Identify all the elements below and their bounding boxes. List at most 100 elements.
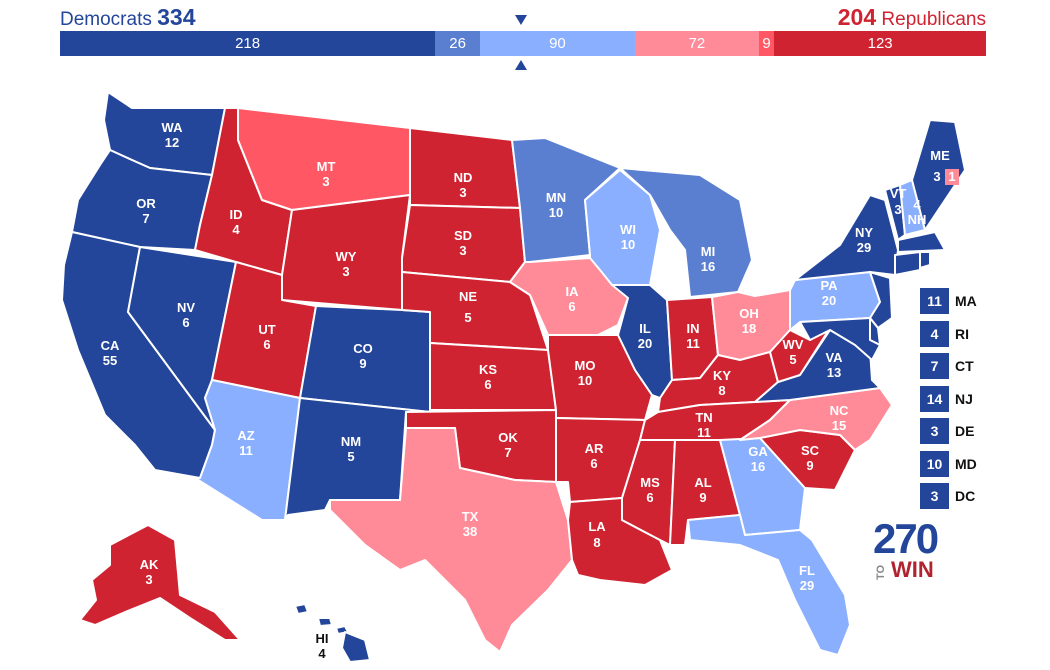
logo-number: 270 (873, 515, 939, 562)
logo-win: WIN (891, 557, 934, 582)
democrats-total: 334 (157, 4, 196, 30)
small-state-name: MD (955, 455, 977, 472)
label-FL-ev: 29 (800, 578, 814, 593)
small-state-ev-box[interactable]: 10 (920, 450, 949, 477)
state-MI[interactable] (619, 167, 753, 298)
small-state-ev-box[interactable]: 3 (920, 418, 949, 444)
label-NV-abbr: NV (177, 300, 195, 315)
label-CA-ev: 55 (103, 353, 117, 368)
label-CO-ev: 9 (359, 356, 366, 371)
state-ME[interactable] (911, 119, 966, 231)
electoral-vote-bar: 218 26 90 72 9 123 (60, 31, 986, 56)
label-NE-ev: 5 (464, 310, 471, 325)
label-NM-abbr: NM (341, 434, 361, 449)
label-MS-ev: 6 (646, 490, 653, 505)
label-ID-ev: 4 (232, 222, 240, 237)
label-WV-ev: 5 (789, 352, 796, 367)
label-LA-ev: 8 (593, 535, 600, 550)
label-GA-ev: 16 (751, 459, 765, 474)
state-MA[interactable] (897, 231, 946, 253)
state-RI[interactable] (919, 251, 931, 269)
state-MO[interactable] (547, 334, 653, 421)
label-ME-ev: 3 (933, 169, 940, 184)
label-WI-ev: 10 (621, 237, 635, 252)
small-state-MD[interactable]: 10 MD (920, 450, 977, 477)
label-TN-abbr: TN (695, 410, 712, 425)
state-HI[interactable] (294, 603, 371, 663)
state-IA[interactable] (509, 257, 629, 336)
label-WY-ev: 3 (342, 264, 349, 279)
label-AZ-ev: 11 (239, 443, 253, 458)
label-MI-ev: 16 (701, 259, 715, 274)
small-state-RI[interactable]: 4 RI (920, 320, 977, 347)
label-KS-abbr: KS (479, 362, 497, 377)
label-AZ-abbr: AZ (237, 428, 254, 443)
bar-segment-safe-dem[interactable]: 218 (60, 31, 436, 56)
small-state-ev-box[interactable]: 3 (920, 483, 949, 509)
label-KY-ev: 8 (718, 383, 725, 398)
label-IL-abbr: IL (639, 321, 651, 336)
label-NH-ev: 4 (913, 197, 921, 212)
label-OH-ev: 18 (742, 321, 756, 336)
small-state-ev-box[interactable]: 7 (920, 353, 949, 379)
label-MO-ev: 10 (578, 373, 592, 388)
small-state-ev-box[interactable]: 11 (920, 288, 949, 314)
bar-segment-lean-dem[interactable]: 90 (479, 31, 635, 56)
label-AL-abbr: AL (694, 475, 711, 490)
label-AK-ev: 3 (145, 572, 152, 587)
small-state-MA[interactable]: 11 MA (920, 288, 977, 314)
maine-district-2-box[interactable] (945, 169, 959, 185)
small-state-DC[interactable]: 3 DC (920, 483, 977, 509)
state-FL[interactable] (687, 514, 851, 656)
label-AR-ev: 6 (590, 456, 597, 471)
republicans-label: Republicans (881, 9, 986, 30)
small-state-ev-box[interactable]: 4 (920, 320, 949, 347)
small-state-ev-box[interactable]: 14 (920, 385, 949, 412)
bar-segment-likely-dem[interactable]: 26 (435, 31, 480, 56)
label-MN-ev: 10 (549, 205, 563, 220)
label-OR-ev: 7 (142, 211, 149, 226)
label-TX-abbr: TX (462, 509, 479, 524)
label-NM-ev: 5 (347, 449, 354, 464)
state-CT[interactable] (894, 251, 921, 276)
small-state-name: MA (955, 293, 977, 309)
label-MI-abbr: MI (701, 244, 715, 259)
label-VT-abbr: VT (890, 186, 907, 201)
democrats-label: Democrats (60, 9, 152, 30)
label-IN-abbr: IN (687, 321, 700, 336)
state-TX[interactable] (329, 427, 573, 653)
270towin-logo[interactable]: 270 TO WIN (873, 518, 943, 582)
label-WA-abbr: WA (162, 120, 184, 135)
label-NH-abbr: NH (908, 212, 927, 227)
small-state-name: CT (955, 358, 974, 374)
bar-segment-lean-rep[interactable]: 72 (634, 31, 759, 56)
label-PA-abbr: PA (820, 278, 838, 293)
small-state-NJ[interactable]: 14 NJ (920, 385, 977, 412)
logo-to: TO (875, 564, 887, 580)
state-AK[interactable] (79, 524, 241, 641)
label-SD-ev: 3 (459, 243, 466, 258)
label-SC-abbr: SC (801, 443, 820, 458)
label-SC-ev: 9 (806, 458, 813, 473)
label-NY-ev: 29 (857, 240, 871, 255)
label-NV-ev: 6 (182, 315, 189, 330)
label-WI-abbr: WI (620, 222, 636, 237)
label-MS-abbr: MS (640, 475, 660, 490)
bar-segment-likely-rep[interactable]: 9 (758, 31, 775, 56)
small-state-DE[interactable]: 3 DE (920, 418, 977, 444)
label-MT-abbr: MT (317, 159, 336, 174)
label-IN-ev: 11 (686, 336, 700, 351)
bar-segment-safe-rep[interactable]: 123 (774, 31, 986, 56)
small-state-CT[interactable]: 7 CT (920, 353, 977, 379)
state-IL[interactable] (611, 284, 673, 399)
label-IL-ev: 20 (638, 336, 652, 351)
state-MD[interactable] (799, 317, 881, 361)
label-PA-ev: 20 (822, 293, 836, 308)
label-KY-abbr: KY (713, 368, 731, 383)
small-state-name: RI (955, 325, 969, 342)
label-MO-abbr: MO (575, 358, 596, 373)
label-ID-abbr: ID (230, 207, 243, 222)
republicans-total: 204 (837, 4, 877, 30)
state-NY[interactable] (794, 194, 899, 281)
